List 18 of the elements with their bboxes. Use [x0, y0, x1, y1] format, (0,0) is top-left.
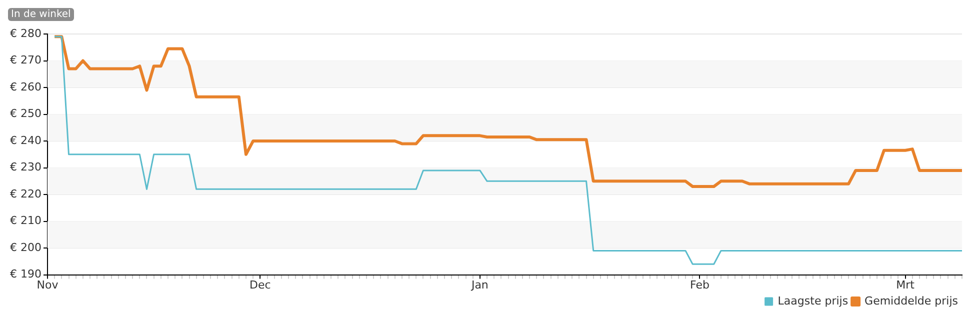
y-tick-label: € 250	[10, 107, 42, 120]
legend-label: Gemiddelde prijs	[864, 294, 958, 308]
y-tick-label: € 230	[10, 160, 42, 174]
text: In de winkel	[8, 8, 74, 21]
y-tick-label: € 210	[10, 214, 42, 228]
y-tick-label: € 270	[10, 54, 42, 67]
y-tick-label: € 260	[10, 80, 42, 94]
legend-label: Laagste prijs	[778, 294, 848, 308]
y-tick-label: € 190	[10, 268, 42, 281]
x-tick-label: Nov	[36, 278, 59, 292]
x-tick-label: Mrt	[896, 278, 916, 292]
y-tick-label: € 220	[10, 187, 42, 200]
y-tick-label: € 200	[10, 240, 42, 254]
x-tick-label: Feb	[690, 278, 710, 292]
x-tick-label: Dec	[250, 278, 271, 292]
y-tick-label: € 240	[10, 134, 42, 147]
x-tick-label: Jan	[470, 278, 488, 292]
y-tick-label: € 280	[10, 26, 42, 40]
